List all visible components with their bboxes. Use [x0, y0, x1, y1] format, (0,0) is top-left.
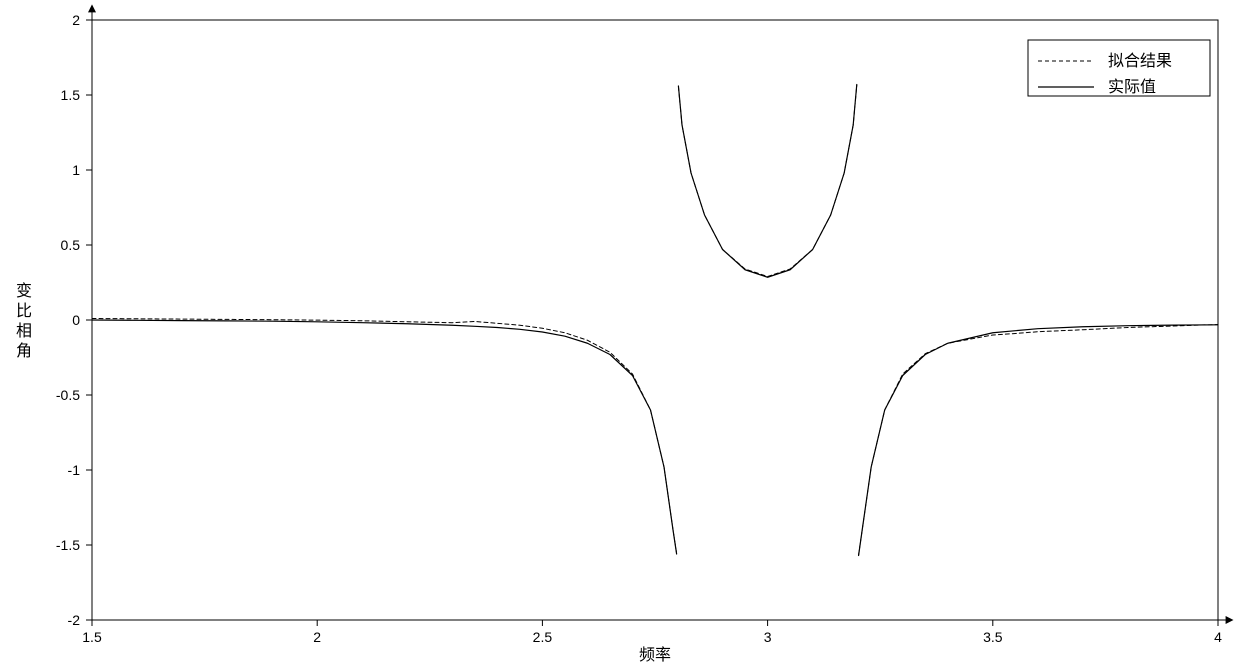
- svg-text:-2: -2: [68, 612, 81, 628]
- phase-ratio-chart: 1.5 2 2.5 3 3.5 4 -2 -1.5 -1 -0.5 0 0.5 1 1.5 2 频率 变比相角 拟…: [0, 0, 1240, 672]
- svg-text:-1.5: -1.5: [56, 537, 80, 553]
- svg-text:3.5: 3.5: [983, 629, 1003, 645]
- svg-text:1.5: 1.5: [82, 629, 102, 645]
- svg-text:1.5: 1.5: [61, 87, 81, 103]
- svg-text:4: 4: [1214, 629, 1222, 645]
- svg-text:频率: 频率: [639, 646, 671, 664]
- svg-text:-1: -1: [68, 462, 81, 478]
- svg-text:0: 0: [72, 312, 80, 328]
- svg-text:变: 变: [16, 282, 32, 300]
- svg-text:实际值: 实际值: [1108, 78, 1156, 96]
- chart-svg: 1.5 2 2.5 3 3.5 4 -2 -1.5 -1 -0.5 0 0.5 1 1.5 2 频率 变比相角 拟…: [0, 0, 1240, 672]
- svg-text:2: 2: [313, 629, 321, 645]
- svg-text:拟合结果: 拟合结果: [1108, 52, 1172, 70]
- svg-text:3: 3: [764, 629, 772, 645]
- svg-text:相: 相: [16, 322, 32, 340]
- svg-text:-0.5: -0.5: [56, 387, 80, 403]
- svg-text:1: 1: [72, 162, 80, 178]
- svg-text:2: 2: [72, 12, 80, 28]
- svg-text:2.5: 2.5: [533, 629, 553, 645]
- svg-text:0.5: 0.5: [61, 237, 81, 253]
- svg-text:角: 角: [16, 342, 32, 360]
- svg-text:比: 比: [16, 302, 32, 320]
